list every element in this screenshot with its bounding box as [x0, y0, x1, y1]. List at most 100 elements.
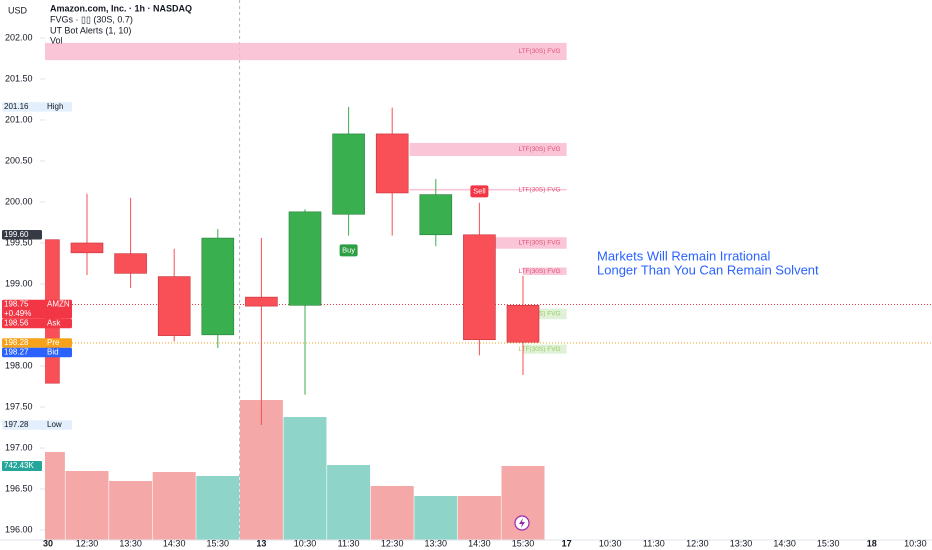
y-tick-label: 199.50 [5, 237, 33, 247]
signal-label: Buy [342, 245, 355, 254]
candle-body [245, 296, 278, 307]
volume-tag [2, 460, 42, 471]
fvg-zone [523, 344, 567, 354]
price-tag-text: Low [47, 420, 62, 429]
price-tag [2, 338, 72, 348]
indicator: FVGs · ▯▯ (30S, 0.7) [50, 14, 133, 24]
x-tick-label: 12:30 [686, 538, 709, 548]
price-tag [2, 420, 72, 430]
x-tick-label: 13:30 [425, 538, 448, 548]
x-tick-label: 15:30 [817, 538, 840, 548]
x-tick-label: 11:30 [643, 538, 665, 548]
x-tick-label: 12:30 [381, 538, 404, 548]
price-tag-text: High [47, 102, 63, 111]
signal-label: Sell [473, 186, 486, 195]
x-tick-label: 18 [867, 538, 877, 548]
y-tick-label: 200.00 [5, 196, 33, 206]
y-tick-label: 201.50 [5, 73, 33, 83]
y-tick-label: 200.50 [5, 155, 33, 165]
candle-body [70, 242, 104, 254]
fvg-zone [479, 237, 567, 249]
symbol: Amazon.com, Inc. · 1h · NASDAQ [50, 3, 192, 13]
indicator: UT Bot Alerts (1, 10) [50, 25, 131, 35]
x-tick-label: 12:30 [76, 538, 99, 548]
y-tick-label: 196.00 [5, 524, 33, 534]
x-tick-label: 15:30 [512, 538, 535, 548]
volume-bar [283, 416, 327, 540]
y-tick-label: 202.00 [5, 32, 33, 42]
x-tick-label: 14:30 [468, 538, 491, 548]
x-tick-label: 14:30 [773, 538, 796, 548]
fvg-label: LTF(30S) FVG [518, 146, 560, 153]
x-tick-label: 11:30 [338, 538, 360, 548]
candle-body [332, 133, 365, 215]
fvg-zone [409, 142, 567, 157]
price-tag-text: Ask [47, 319, 61, 328]
x-tick-label: 14:30 [163, 538, 186, 548]
fvg-label: LTF(30S) FVG [518, 186, 560, 193]
y-tick-label: 197.50 [5, 401, 33, 411]
currency: USD [8, 5, 28, 15]
axis-background [0, 0, 45, 550]
annotation: Longer Than You Can Remain Solvent [597, 262, 819, 277]
x-tick-label: 17 [562, 538, 572, 548]
y-tick-label: 197.00 [5, 442, 33, 452]
volume-bar [414, 496, 458, 540]
x-tick-label: 13:30 [730, 538, 753, 548]
fvg-zone [45, 42, 567, 61]
x-tick-label: 15:30 [207, 538, 230, 548]
candle-body [375, 133, 409, 194]
y-tick-label: 201.00 [5, 114, 33, 124]
candle-body [157, 276, 191, 336]
x-tick-label: 13 [256, 538, 266, 548]
candle-body [288, 211, 322, 306]
candle-body [463, 234, 496, 341]
price-tag-value: 198.56 [4, 319, 29, 328]
y-tick-label: 199.00 [5, 278, 33, 288]
time-axis: 30 12:30 13:30 14:30 15:30 13 10:30 11:30 12:30 1… [0, 538, 932, 548]
volume-bar [327, 465, 371, 540]
fvg-label: LTF(30S) FVG [518, 311, 560, 318]
replay-icon[interactable] [514, 515, 530, 531]
price-tag-text: Bid [47, 348, 59, 357]
volume-bar [196, 475, 240, 540]
signal-box [339, 244, 358, 257]
price-tag-value: 198.28 [4, 338, 29, 347]
price-tag [2, 230, 42, 240]
x-tick-label: 10:30 [294, 538, 317, 548]
price-tag [2, 318, 72, 329]
price-tag-value: 198.75 [4, 300, 29, 309]
volume-bar [152, 472, 196, 540]
indicator: Vol [50, 35, 63, 45]
volume-bar [65, 471, 109, 540]
x-tick-label: 13:30 [119, 538, 142, 548]
volume-bar [457, 496, 501, 540]
fvg-label: LTF(30S) FVG [518, 346, 560, 353]
fvg-zone [523, 308, 567, 320]
price-tag-value: 201.16 [4, 102, 29, 111]
volume-bar [370, 485, 414, 540]
candle-body [506, 305, 540, 343]
price-tag-text: Pre [47, 338, 60, 347]
plot-area: LTF(30S) FVG LTF(30S) FVG LTF(30S) FVG LTF(… [45, 0, 932, 540]
price-tag [2, 102, 72, 112]
y-tick-label: 198.00 [5, 360, 33, 370]
x-tick-label: 30 [43, 538, 53, 548]
volume-bar [109, 480, 153, 540]
candle-body [114, 253, 147, 274]
fvg-label: LTF(30S) FVG [518, 268, 560, 275]
y-tick-label: 196.50 [5, 483, 33, 493]
price-tag-text: AMZN [47, 300, 70, 309]
candle-body [201, 237, 235, 336]
price-tag-value: 198.27 [4, 348, 29, 357]
fvg-label: LTF(30S) FVG [518, 240, 560, 247]
price-tag-change: +0.49% [4, 309, 31, 318]
fvg-label: LTF(30S) FVG [518, 48, 560, 55]
volume-tag-label: 742.43K [4, 461, 34, 470]
price-tag-value: 199.60 [4, 230, 29, 239]
annotation: Markets Will Remain Irrational [597, 248, 770, 263]
price-tag [2, 347, 72, 358]
fvg-zone [523, 267, 567, 275]
price-axis: 202.00201.50201.00200.50200.00199.50199.… [0, 0, 72, 550]
